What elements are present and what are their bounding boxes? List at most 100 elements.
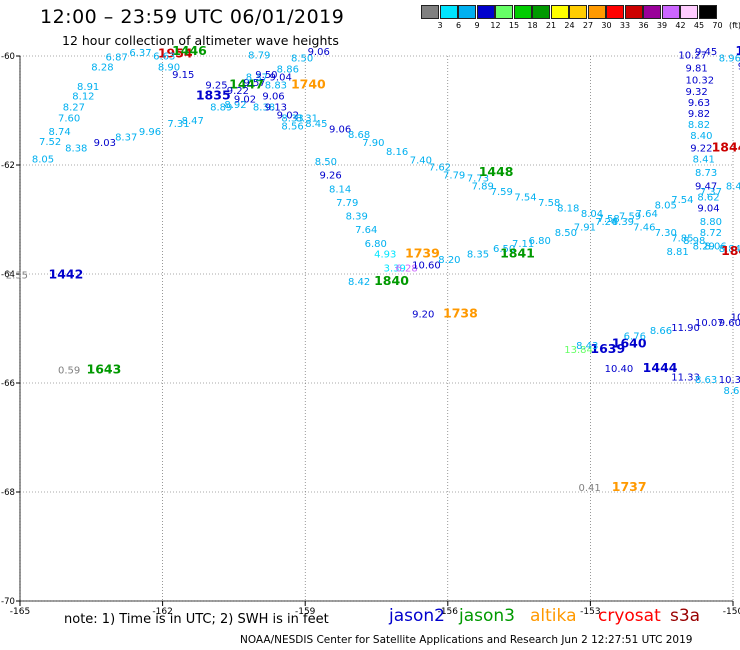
pass-time-label: 1738	[443, 306, 478, 321]
colorbar-swatch	[587, 5, 606, 19]
pass-time-label: 1640	[612, 336, 647, 351]
pass-time-label: 1739	[405, 246, 440, 261]
wave-height-value: 9.02	[277, 111, 299, 122]
wave-height-value: 8.39	[612, 217, 634, 228]
wave-height-value: 9.06	[308, 47, 330, 58]
wave-height-value: 8.56	[281, 122, 303, 133]
wave-height-value: 9.50	[255, 70, 277, 81]
wave-height-value: 8.91	[77, 82, 99, 93]
wave-height-value: 8.39	[346, 212, 368, 223]
wave-height-value: 7.52	[39, 137, 61, 148]
wave-height-value: 6.87	[106, 52, 128, 63]
wave-height-value: 8.31	[296, 113, 318, 124]
wave-height-value: 9.06	[329, 124, 351, 135]
wave-height-value: 8.80	[700, 217, 722, 228]
wave-height-value: 9.32	[685, 87, 707, 98]
wave-height-value: 8.50	[555, 228, 577, 239]
wave-height-value: 9.15	[172, 70, 194, 81]
wave-height-value: 9.02	[234, 94, 256, 105]
wave-height-value: 7.64	[636, 209, 658, 220]
wave-height-value: 0.59	[58, 366, 80, 377]
wave-height-value: 9.03	[94, 138, 116, 149]
wave-height-value: 8.37	[246, 73, 268, 84]
wave-height-value: 7.59	[619, 212, 641, 223]
colorbar-swatch	[513, 5, 532, 19]
wave-height-value: 8.33	[281, 113, 303, 124]
wave-height-value: 8.90	[158, 63, 180, 74]
x-tick-label: -159	[295, 607, 316, 617]
wave-height-value: 7.11	[512, 239, 534, 250]
wave-height-value: 7.62	[429, 162, 451, 173]
colorbar-swatch	[569, 5, 587, 19]
wave-height-value: 8.38	[65, 143, 87, 154]
colorbar-tick-label: 70	[712, 21, 723, 30]
wave-height-value: 9.57	[243, 78, 265, 89]
colorbar-swatch	[550, 5, 569, 19]
wave-height-value: 8.18	[557, 203, 579, 214]
wave-height-value: 8.20	[438, 255, 460, 266]
colorbar-tick-label: 3	[437, 21, 443, 30]
wave-height-value: 7.89	[472, 182, 494, 193]
colorbar-tick-label: 24	[564, 21, 575, 30]
wave-height-value: 7.46	[633, 222, 655, 233]
pass-time-label: 1841	[500, 246, 535, 261]
wave-height-value: 4.93	[374, 250, 396, 261]
y-tick-label: -66	[1, 379, 15, 389]
colorbar-swatch	[624, 5, 643, 19]
wave-height-value: 8.79	[248, 51, 270, 62]
pass-time-label: 1447	[229, 77, 264, 92]
chart-title: 12:00 – 23:59 UTC 06/01/2019	[40, 6, 345, 28]
legend-altika: altika	[530, 606, 577, 626]
y-tick-label: -70	[1, 597, 15, 607]
colorbar-tick-label: 30	[601, 21, 612, 30]
wave-height-value: 8.50	[315, 157, 337, 168]
x-tick-label: -150	[723, 607, 740, 617]
wave-height-value: 9.06	[262, 92, 284, 103]
wave-height-value: 9.96	[139, 127, 161, 138]
pass-time-label: 1843	[721, 243, 740, 258]
colorbar-swatch	[661, 5, 680, 19]
colorbar-swatch	[421, 5, 439, 19]
footer-note: note: 1) Time is in UTC; 2) SWH is in fe…	[64, 612, 329, 627]
wave-height-value: 8.43	[576, 341, 598, 352]
wave-height-value: 9.81	[685, 63, 707, 74]
colorbar-swatch	[680, 5, 698, 19]
wave-height-value: 7.90	[362, 138, 384, 149]
wave-height-value: 8.68	[348, 130, 370, 141]
wave-height-value: 7.30	[655, 228, 677, 239]
wave-height-value: 8.62	[697, 192, 719, 203]
wave-height-value: 8.27	[63, 103, 85, 114]
pass-time-label: 1639	[590, 341, 625, 356]
wave-height-value: 9.25	[205, 81, 227, 92]
wave-height-value: 8.05	[655, 201, 677, 212]
wave-height-value: 7.58	[538, 198, 560, 209]
colorbar-tick-label: 9	[474, 21, 480, 30]
wave-height-value: 8.66	[650, 326, 672, 337]
pass-time-label: 1442	[49, 266, 84, 281]
wave-height-value: 8.74	[49, 127, 71, 138]
wave-height-value: 8.37	[115, 132, 137, 143]
colorbar-swatch	[532, 5, 550, 19]
wave-height-value: 7.73	[467, 173, 489, 184]
wave-height-value: 6.80	[529, 236, 551, 247]
colorbar-swatch	[439, 5, 458, 19]
wave-height-value: 2.35	[6, 270, 28, 281]
x-tick-label: -156	[438, 607, 459, 617]
wave-height-value: 6.80	[365, 239, 387, 250]
pass-time-label: 1448	[479, 164, 514, 179]
colorbar-tick-label: 6	[455, 21, 462, 30]
wave-height-value: 11.33	[671, 372, 700, 383]
wave-height-value: 7.54	[671, 195, 693, 206]
pass-time-label: 1835	[196, 88, 231, 103]
wave-height-value: 8.42	[348, 277, 370, 288]
wave-height-value: 8.47	[182, 116, 204, 127]
colorbar-tick-label: 33	[619, 21, 631, 30]
legend-s3a: s3a	[670, 606, 701, 626]
pass-time-label: 1444	[643, 360, 678, 375]
wave-height-value: 8.41	[693, 154, 715, 165]
wave-height-value: 8.35	[467, 250, 489, 261]
wave-height-value: 7.79	[336, 198, 358, 209]
legend-cryosat: cryosat	[598, 606, 661, 626]
credit-line: NOAA/NESDIS Center for Satellite Applica…	[240, 634, 693, 646]
